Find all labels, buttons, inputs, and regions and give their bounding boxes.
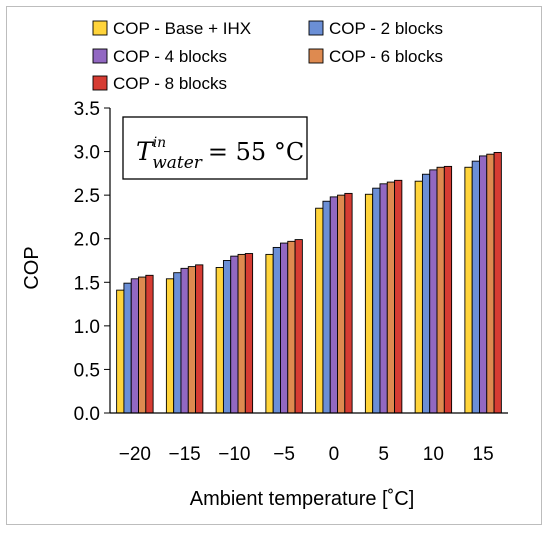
bar [280, 242, 289, 414]
x-tick-label: −10 [218, 444, 250, 465]
legend-label: COP - 4 blocks [113, 47, 227, 66]
bar [486, 153, 495, 414]
annotation-value: = 55 °C [208, 138, 304, 166]
bar [436, 166, 445, 414]
x-tick-label: 15 [473, 444, 494, 465]
bar [414, 180, 423, 414]
bars [116, 151, 502, 414]
y-tick-label: 2.5 [74, 186, 100, 207]
legend-label: COP - Base + IHX [113, 19, 251, 38]
bar [237, 253, 246, 414]
bar [337, 194, 346, 414]
annotation-superscript: in [153, 135, 167, 151]
bar [123, 282, 132, 414]
bar [272, 246, 281, 414]
y-axis-title: COP [21, 246, 43, 289]
legend: COP - Base + IHX COP - 2 blocks COP - 4 bl… [92, 19, 443, 93]
legend-swatch [92, 75, 108, 91]
bar [329, 196, 338, 414]
bar [421, 173, 431, 414]
y-tick-label: 3.0 [74, 143, 100, 164]
x-axis-title: Ambient temperature [˚C] [190, 488, 415, 510]
bar [479, 155, 488, 414]
bar [287, 240, 296, 414]
annotation-base: T [136, 137, 155, 166]
bar [493, 151, 502, 414]
bar [322, 200, 331, 414]
y-tick-label: 1.5 [74, 273, 100, 294]
x-tick-label: −15 [169, 444, 201, 465]
bar [429, 169, 438, 414]
bar [471, 160, 480, 414]
y-tick-label: 2.0 [74, 230, 100, 251]
bar [372, 187, 381, 414]
legend-label: COP - 6 blocks [329, 47, 443, 66]
bar [195, 264, 204, 414]
legend-swatch [308, 20, 324, 36]
y-tick-label: 3.5 [74, 99, 100, 120]
x-tick-label: 5 [378, 444, 389, 465]
bar [364, 193, 374, 414]
annotation-box: Tin water = 55 °C [122, 116, 308, 180]
legend-swatch [92, 20, 108, 36]
x-tick-label: 10 [423, 444, 444, 465]
legend-swatch [308, 48, 324, 64]
bar [379, 183, 388, 414]
bar [222, 260, 232, 414]
bar [130, 278, 139, 414]
y-tick-label: 1.0 [74, 317, 100, 338]
bar [294, 239, 303, 414]
bar [180, 267, 189, 414]
y-tick-label: 0.5 [74, 360, 100, 381]
bar [443, 165, 453, 414]
bar [464, 166, 473, 414]
legend-swatch [92, 48, 108, 64]
bar [138, 276, 147, 414]
bar [315, 207, 324, 414]
bar [165, 278, 175, 414]
axes: 0.0 0.5 1.0 1.5 2.0 2.5 3.0 3.5 −20 −15 −10 −5 0 5 10 1… [74, 99, 508, 465]
bar [215, 267, 224, 414]
x-tick-label: 0 [329, 444, 340, 465]
x-tick-label: −5 [273, 444, 295, 465]
x-tick-label: −20 [119, 444, 151, 465]
bar [230, 255, 239, 414]
bar [116, 289, 125, 414]
bar [187, 266, 197, 414]
bar [386, 181, 396, 414]
bar [394, 179, 403, 414]
bar [173, 272, 182, 414]
bar [344, 192, 353, 414]
legend-label: COP - 8 blocks [113, 74, 227, 93]
bar [265, 253, 274, 414]
bar [244, 253, 254, 414]
bar [145, 274, 154, 414]
legend-label: COP - 2 blocks [329, 19, 443, 38]
annotation-subscript: water [152, 153, 203, 173]
y-tick-label: 0.0 [74, 404, 100, 425]
